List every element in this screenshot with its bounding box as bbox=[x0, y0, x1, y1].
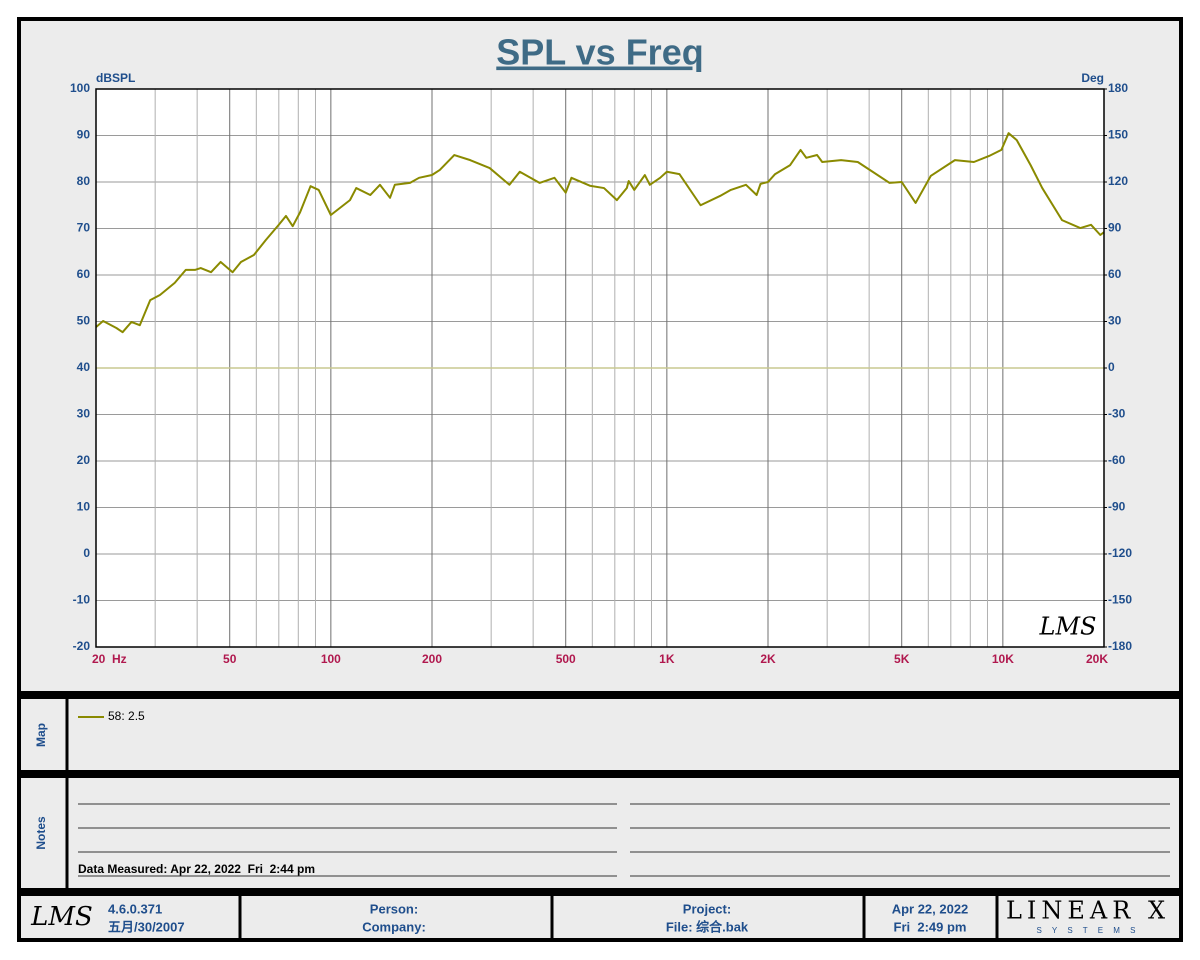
y-tick-label: 60 bbox=[77, 267, 91, 281]
y-tick-label: 50 bbox=[77, 314, 91, 328]
x-tick-label: 50 bbox=[223, 652, 237, 666]
time: Fri 2:49 pm bbox=[894, 919, 967, 934]
notes-label: Notes bbox=[34, 816, 48, 850]
company: Company: bbox=[362, 919, 426, 934]
y-tick-label: -20 bbox=[73, 639, 91, 653]
x-tick-label: 1K bbox=[659, 652, 675, 666]
x-tick-label: 5K bbox=[894, 652, 910, 666]
y-tick-label: -10 bbox=[73, 593, 91, 607]
y-tick-label: 80 bbox=[77, 174, 91, 188]
footer-panel bbox=[17, 892, 1183, 942]
x-tick-label: 2K bbox=[760, 652, 776, 666]
curves bbox=[95, 132, 1105, 369]
notes-panel bbox=[17, 774, 1183, 892]
y-tick-label: 30 bbox=[77, 407, 91, 421]
annotation: LMS bbox=[1039, 613, 1097, 641]
y-tick-label: 90 bbox=[77, 128, 91, 142]
date: Apr 22, 2022 bbox=[892, 901, 969, 916]
y2-axis-label: Deg bbox=[1081, 71, 1104, 85]
version-date: 五月/30/2007 bbox=[108, 919, 185, 934]
file: File: 综合.bak bbox=[666, 919, 749, 934]
x-tick-label: 100 bbox=[321, 652, 341, 666]
x-tick-label: 20 Hz bbox=[92, 652, 127, 666]
x-tick-label: 200 bbox=[422, 652, 442, 666]
series-line bbox=[95, 132, 1105, 334]
y2-tick-label: 180 bbox=[1108, 81, 1128, 95]
y2-tick-label: -90 bbox=[1108, 500, 1126, 514]
y-axis-label: dBSPL bbox=[96, 71, 135, 85]
y-tick-label: 70 bbox=[77, 221, 91, 235]
map-label: Map bbox=[34, 723, 48, 747]
brand: LINEAR X bbox=[1006, 897, 1170, 925]
note-lines bbox=[78, 803, 1170, 877]
y2-tick-label: 90 bbox=[1108, 221, 1122, 235]
y2-tick-label: 60 bbox=[1108, 267, 1122, 281]
y2-tick-label: -180 bbox=[1108, 639, 1132, 653]
legend-label: 58: 2.5 bbox=[108, 709, 145, 723]
y-tick-label: 10 bbox=[77, 500, 91, 514]
measured-note: Data Measured: Apr 22, 2022 Fri 2:44 pm bbox=[78, 862, 315, 876]
y2-tick-label: -150 bbox=[1108, 593, 1132, 607]
chart-title: SPL vs Freq bbox=[496, 32, 703, 73]
version: 4.6.0.371 bbox=[108, 901, 162, 916]
y2-tick-label: 150 bbox=[1108, 128, 1128, 142]
footer-dividers bbox=[238, 894, 999, 940]
map-panel bbox=[17, 695, 1183, 774]
y2-tick-label: 120 bbox=[1108, 174, 1128, 188]
y2-tick-label: 30 bbox=[1108, 314, 1122, 328]
y-tick-label: 100 bbox=[70, 81, 90, 95]
footer-logo: LMS bbox=[30, 902, 93, 932]
x-tick-label: 10K bbox=[992, 652, 1014, 666]
x-tick-label: 500 bbox=[556, 652, 576, 666]
y2-tick-label: -30 bbox=[1108, 407, 1126, 421]
x-tick-label: 20K bbox=[1086, 652, 1108, 666]
y-tick-label: 20 bbox=[77, 453, 91, 467]
project: Project: bbox=[683, 901, 731, 916]
person: Person: bbox=[370, 901, 418, 916]
y2-tick-label: -120 bbox=[1108, 546, 1132, 560]
y-tick-label: 40 bbox=[77, 360, 91, 374]
brand-sub: S Y S T E M S bbox=[1037, 926, 1140, 935]
y2-tick-label: -60 bbox=[1108, 453, 1126, 467]
y2-tick-label: 0 bbox=[1108, 360, 1115, 374]
y-tick-label: 0 bbox=[83, 546, 90, 560]
